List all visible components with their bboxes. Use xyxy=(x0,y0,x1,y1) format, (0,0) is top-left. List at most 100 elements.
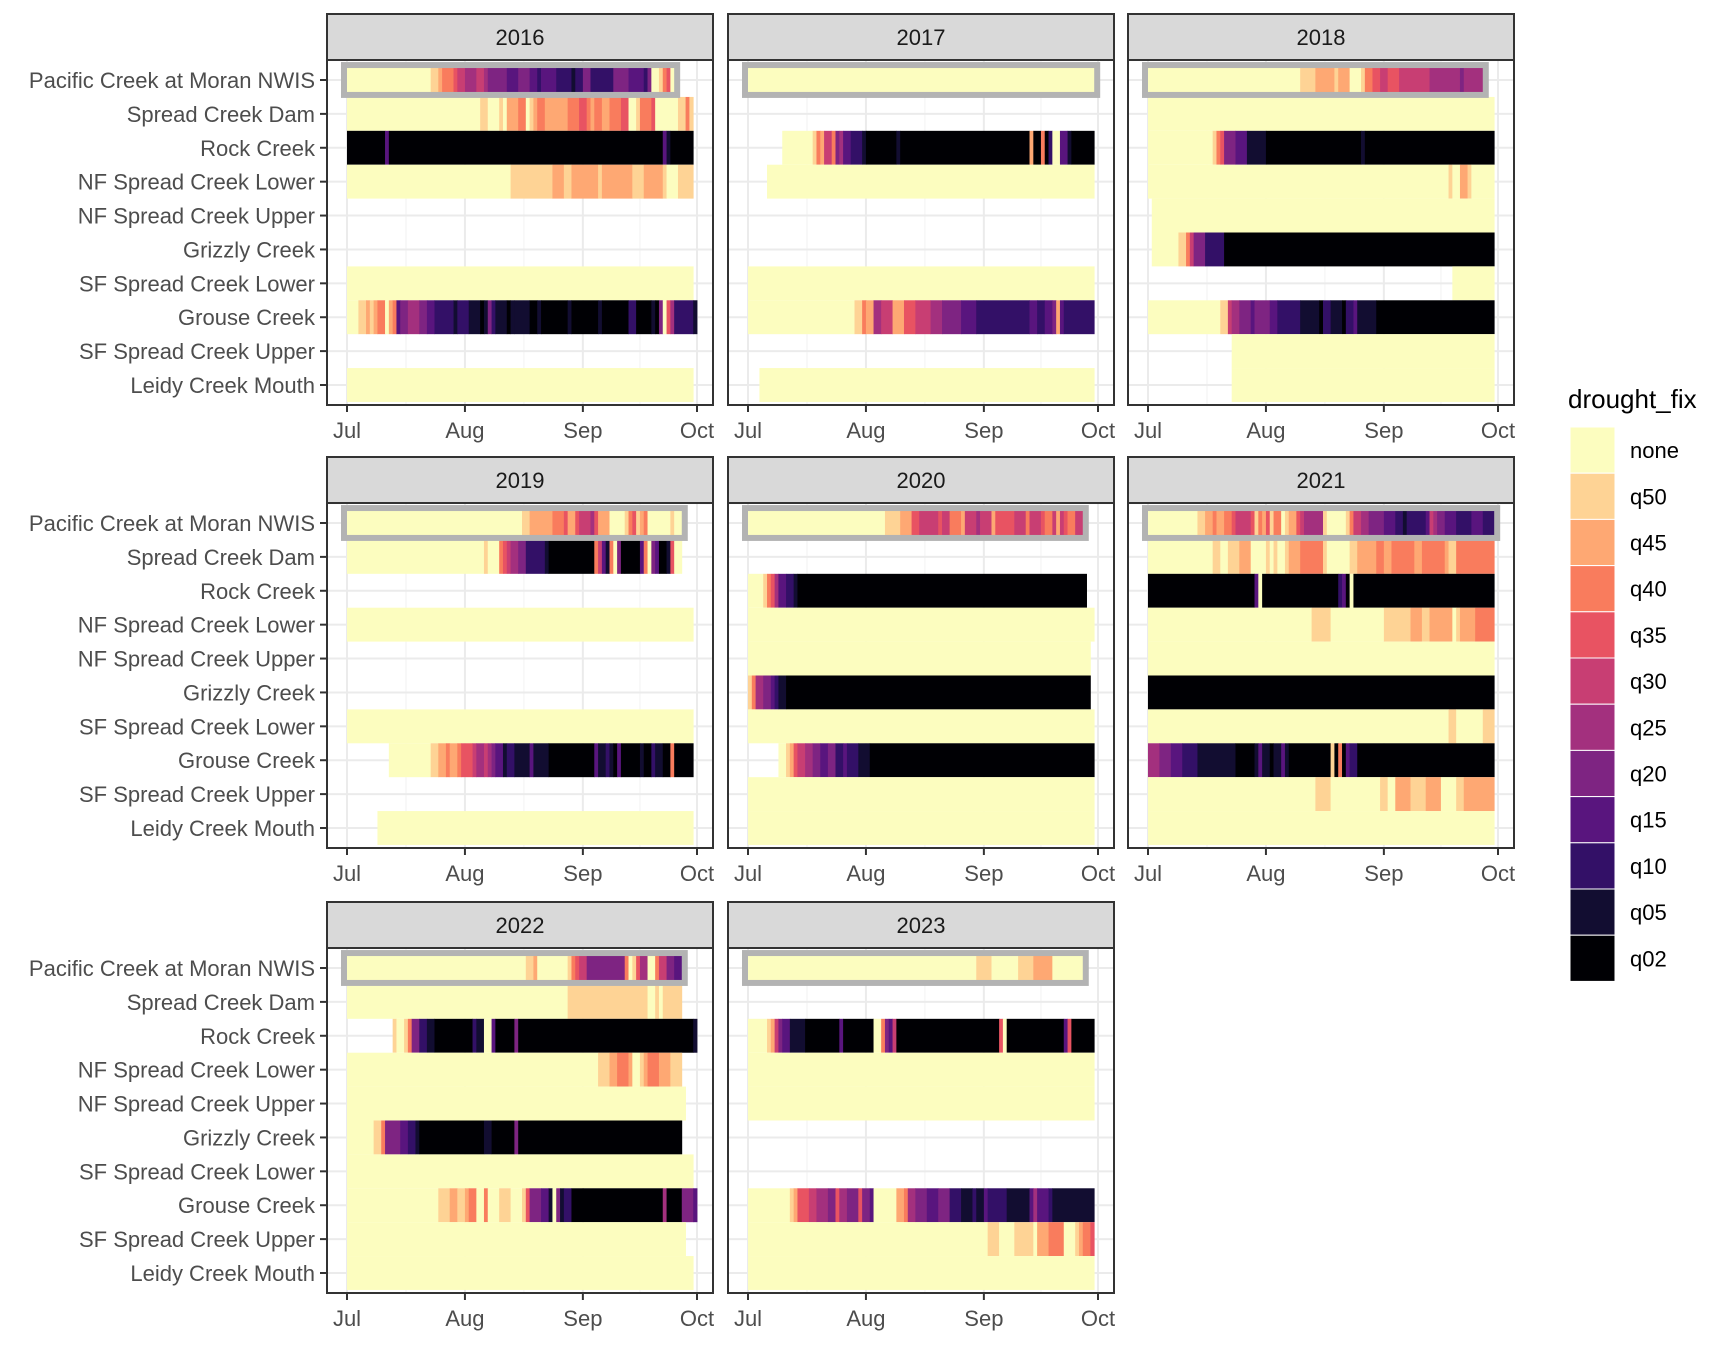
tile-segment xyxy=(601,96,610,131)
tile-segment xyxy=(617,539,622,574)
facet-strip-label: 2023 xyxy=(897,913,946,938)
tile-segment xyxy=(483,1188,489,1223)
tile-segment xyxy=(480,96,489,131)
tile-segment xyxy=(658,63,664,97)
tile-segment xyxy=(786,675,1091,710)
facet-panel-2017: 2017 Jul Aug Sep Oct xyxy=(727,13,1115,443)
tile-segment xyxy=(666,951,675,985)
y-tick-label: Grouse Creek xyxy=(178,1193,316,1218)
x-tick-label: Jul xyxy=(333,861,361,886)
tile-segment xyxy=(995,506,1015,540)
tile-segment xyxy=(670,130,694,165)
tile-segment xyxy=(1148,777,1316,812)
tile-segment xyxy=(1444,539,1449,574)
legend-label: q50 xyxy=(1630,484,1667,509)
tile-segment xyxy=(613,63,629,97)
tile-segment xyxy=(873,1018,882,1053)
tile-segment xyxy=(632,951,637,985)
tile-segment xyxy=(976,506,981,540)
tile-segment xyxy=(658,984,664,1019)
tile-segment xyxy=(903,300,916,335)
tile-segment xyxy=(381,1120,386,1155)
tile-segment xyxy=(407,1018,413,1053)
tile-segment xyxy=(655,984,660,1019)
x-tick-label: Sep xyxy=(964,861,1003,886)
x-tick-label: Sep xyxy=(964,418,1003,443)
tile-segment xyxy=(748,300,855,335)
tile-segment xyxy=(1235,743,1255,778)
tile-segment xyxy=(537,63,542,97)
tile-segment xyxy=(915,300,932,335)
x-tick-label: Sep xyxy=(563,1306,602,1331)
tile-segment xyxy=(869,743,1095,778)
tile-segment xyxy=(1357,539,1377,574)
tile-segment xyxy=(1006,1018,1065,1053)
tile-segment xyxy=(1205,506,1214,540)
tile-segment xyxy=(778,675,787,710)
tile-segment xyxy=(1361,63,1366,97)
legend-label: q02 xyxy=(1630,946,1667,971)
tile-segment xyxy=(1364,63,1373,97)
tile-segment xyxy=(793,573,798,608)
tile-segment xyxy=(438,1188,451,1223)
tile-segment xyxy=(1482,709,1495,744)
tile-segment xyxy=(647,539,652,574)
tile-segment xyxy=(438,63,443,97)
tile-segment xyxy=(1037,1222,1049,1257)
tile-segment xyxy=(748,777,1095,812)
tile-segment xyxy=(1059,506,1065,540)
x-tick-label: Jul xyxy=(734,1306,762,1331)
tile-segment xyxy=(628,951,633,985)
tile-segment xyxy=(846,1188,859,1223)
tile-segment xyxy=(449,743,458,778)
tile-segment xyxy=(767,1018,772,1053)
x-tick-label: Aug xyxy=(1246,418,1285,443)
tile-segment xyxy=(1319,300,1324,335)
tile-segment xyxy=(434,1018,473,1053)
tile-segment xyxy=(1437,506,1446,540)
tile-segment xyxy=(1063,506,1068,540)
facet-panel-2019: 2019 Jul Aug Sep Oct Pacific Creek at Moran N… xyxy=(29,456,714,886)
legend-key-q10: q10 xyxy=(1569,842,1667,890)
panel-border xyxy=(326,59,714,406)
tile-segment xyxy=(1456,709,1484,744)
tile-segment xyxy=(662,130,667,165)
tile-segment xyxy=(666,164,679,199)
tile-segment xyxy=(541,63,557,97)
tile-segment xyxy=(789,1018,806,1053)
tile-segment xyxy=(419,1018,428,1053)
tile-segment xyxy=(674,539,683,574)
tile-segment xyxy=(605,539,610,574)
tile-segment xyxy=(670,1052,683,1087)
tile-segment xyxy=(529,506,553,540)
tile-segment xyxy=(770,1018,776,1053)
tile-segment xyxy=(1059,300,1065,335)
legend-key-q20: q20 xyxy=(1569,749,1667,798)
tile-segment xyxy=(774,573,779,608)
tile-segment xyxy=(373,300,378,335)
tile-segment xyxy=(793,743,798,778)
tile-segment xyxy=(590,96,595,131)
tile-segment xyxy=(1216,130,1221,165)
tile-segment xyxy=(533,743,550,778)
y-tick-label: NF Spread Creek Lower xyxy=(78,613,315,638)
legend-label: q15 xyxy=(1630,808,1667,833)
tile-segment xyxy=(598,1052,610,1087)
tile-segment xyxy=(556,63,572,97)
tile-segment xyxy=(347,368,694,402)
tile-segment xyxy=(1029,1188,1034,1223)
tile-segment xyxy=(1258,573,1263,608)
y-tick-label: NF Spread Creek Upper xyxy=(78,647,315,672)
tile-segment xyxy=(483,63,489,97)
tile-segment xyxy=(1452,164,1461,199)
tile-segment xyxy=(1224,232,1495,267)
x-tick-label: Aug xyxy=(445,418,484,443)
tile-segment xyxy=(961,300,977,335)
tile-segment xyxy=(537,951,569,985)
tile-segment xyxy=(938,506,943,540)
tile-segment xyxy=(896,1188,905,1223)
tile-segment xyxy=(476,1188,485,1223)
facet-panel-2016: 2016 Jul Aug Sep Oct Pacific Creek at Moran N… xyxy=(29,13,714,443)
tile-segment xyxy=(685,96,690,131)
tile-segment xyxy=(1463,777,1495,812)
